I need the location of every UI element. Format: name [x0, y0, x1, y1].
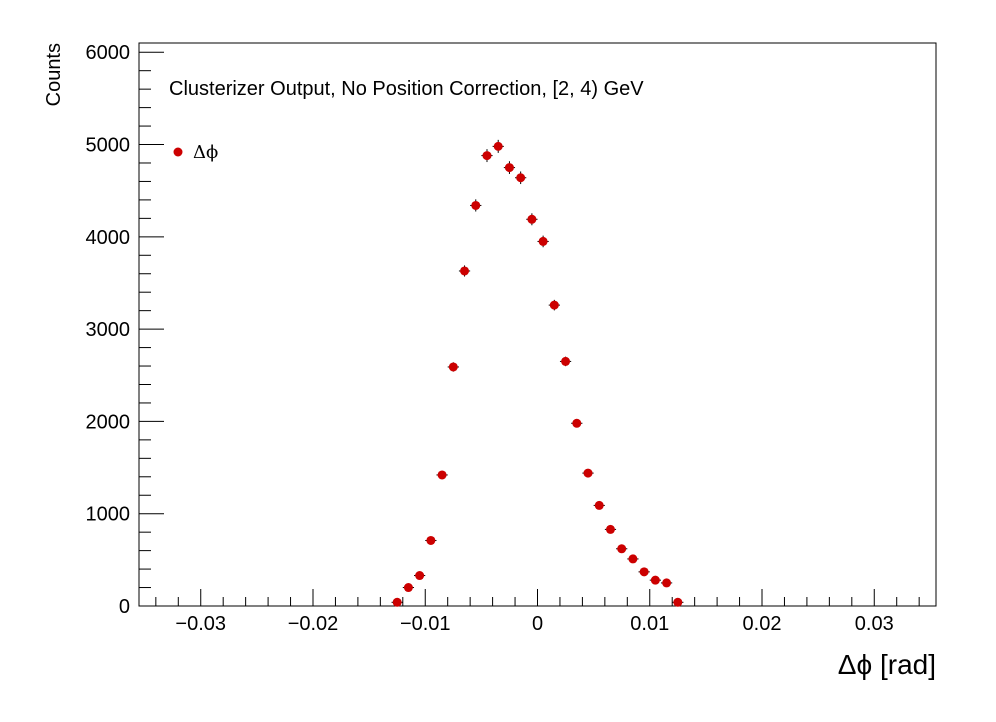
point-marker	[561, 356, 571, 366]
point-marker	[504, 163, 514, 173]
x-tick-label: 0.01	[630, 613, 669, 635]
data-point	[402, 583, 415, 593]
plot-frame	[138, 42, 937, 607]
point-marker	[493, 141, 503, 151]
x-axis-tick-labels: −0.03 −0.02 −0.01 0 0.01 0.02 0.03	[175, 613, 893, 635]
data-point	[548, 299, 560, 311]
point-marker	[426, 535, 436, 545]
point-marker	[583, 468, 593, 478]
legend-entry: Δϕ	[193, 142, 218, 163]
data-point	[649, 575, 661, 585]
data-point	[672, 597, 684, 607]
point-marker	[605, 524, 615, 534]
x-tick-label: 0	[532, 613, 543, 635]
y-axis-title: Counts	[43, 43, 65, 106]
data-points	[391, 139, 684, 607]
point-marker	[662, 578, 672, 588]
y-tick-label: 4000	[86, 227, 131, 249]
x-tick-label: −0.01	[400, 613, 451, 635]
point-marker	[617, 544, 627, 554]
data-point	[627, 554, 639, 564]
data-point	[571, 418, 583, 428]
data-point	[503, 161, 516, 174]
data-point	[515, 171, 527, 185]
y-tick-label: 0	[119, 596, 130, 618]
data-point	[425, 535, 437, 545]
point-marker	[527, 214, 537, 224]
point-marker	[482, 151, 492, 161]
legend: Δϕ	[173, 142, 218, 163]
y-axis-tick-labels: 0 1000 2000 3000 4000 5000 6000	[86, 42, 131, 618]
data-point	[593, 500, 605, 510]
x-tick-label: −0.02	[288, 613, 339, 635]
x-tick-label: 0.02	[743, 613, 782, 635]
data-point	[492, 139, 504, 153]
legend-marker	[173, 147, 183, 157]
x-tick-label: −0.03	[175, 613, 226, 635]
point-marker	[516, 173, 526, 183]
data-point	[582, 468, 594, 478]
point-marker	[628, 554, 638, 564]
point-marker	[594, 500, 604, 510]
point-marker	[392, 597, 402, 607]
data-point	[436, 470, 448, 480]
y-tick-label: 2000	[86, 411, 131, 433]
x-tick-label: 0.03	[855, 613, 894, 635]
point-marker	[639, 567, 649, 577]
point-marker	[448, 362, 458, 372]
y-tick-label: 1000	[86, 504, 131, 526]
data-point	[481, 149, 493, 163]
data-point	[391, 597, 403, 607]
data-point	[526, 213, 538, 226]
chart-annotation: Clusterizer Output, No Position Correcti…	[169, 78, 644, 100]
point-marker	[471, 200, 481, 210]
data-point	[458, 265, 471, 277]
x-axis-title: Δϕ [rad]	[838, 649, 936, 680]
point-marker	[650, 575, 660, 585]
point-marker	[415, 571, 425, 581]
data-point	[660, 578, 673, 588]
x-axis-ticks	[155, 589, 920, 606]
data-point	[447, 362, 459, 372]
data-point	[616, 544, 628, 554]
y-tick-label: 3000	[86, 319, 131, 341]
data-point	[638, 567, 650, 577]
point-marker	[403, 583, 413, 593]
data-point	[604, 524, 617, 534]
point-marker	[460, 266, 470, 276]
data-point	[414, 571, 426, 581]
point-marker	[549, 300, 559, 310]
point-marker	[673, 597, 683, 607]
data-point	[537, 235, 549, 248]
y-tick-label: 5000	[86, 135, 131, 157]
y-tick-label: 6000	[86, 42, 131, 64]
point-marker	[538, 236, 548, 246]
point-marker	[437, 470, 447, 480]
data-point	[470, 199, 482, 212]
point-marker	[572, 418, 582, 428]
data-point	[559, 356, 572, 367]
y-axis-ticks	[139, 51, 164, 607]
